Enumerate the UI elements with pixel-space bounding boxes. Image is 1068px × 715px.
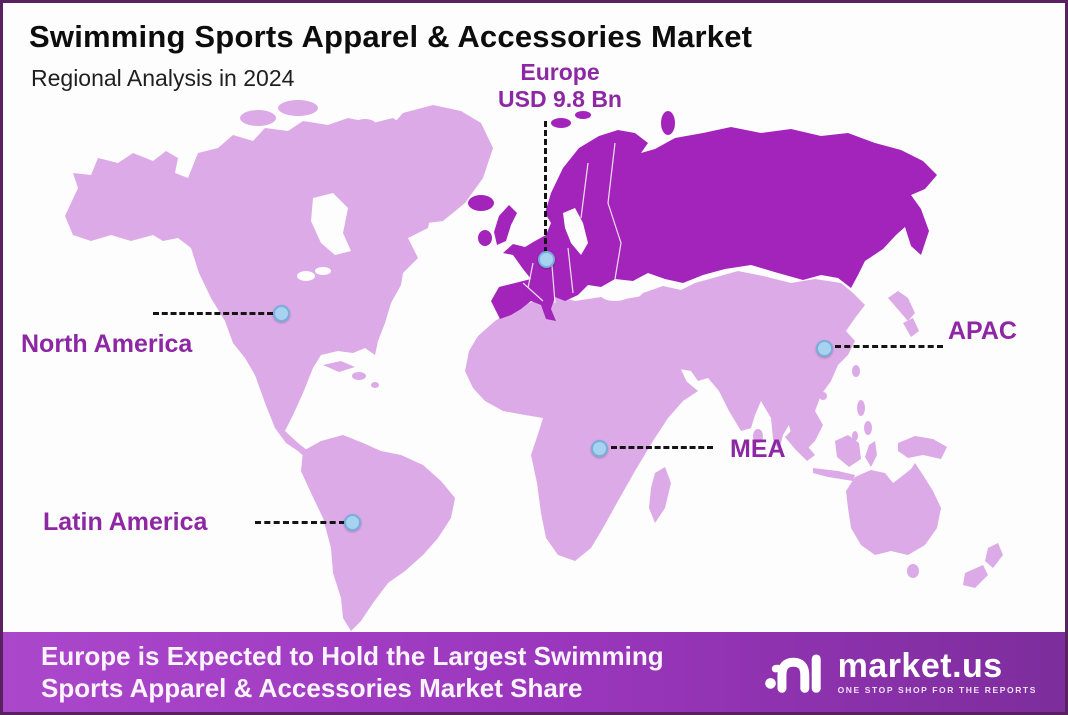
- map-arctic-island: [353, 119, 377, 133]
- map-hudson-bay: [311, 193, 351, 255]
- region-label-europe-name: Europe: [520, 59, 600, 85]
- region-label-europe: Europe USD 9.8 Bn: [480, 59, 640, 113]
- map-arctic-island: [278, 100, 318, 116]
- world-map: [65, 100, 1003, 631]
- map-japan: [888, 291, 919, 337]
- marketus-logo: market.us ONE STOP SHOP FOR THE REPORTS: [764, 645, 1037, 699]
- map-greenland: [375, 105, 493, 225]
- map-philippines: [852, 431, 858, 441]
- map-sulawesi: [865, 441, 877, 467]
- apac-marker: [816, 340, 833, 357]
- logo-tagline: ONE STOP SHOP FOR THE REPORTS: [837, 684, 1037, 695]
- latin-america-connector-line: [255, 521, 345, 524]
- region-label-europe-value: USD 9.8 Bn: [498, 86, 622, 112]
- map-philippines: [857, 400, 865, 416]
- map-arabia: [623, 329, 691, 401]
- map-arctic-island: [240, 110, 276, 126]
- map-south-america: [301, 435, 455, 631]
- map-australia: [846, 463, 941, 555]
- map-svalbard: [551, 118, 571, 128]
- map-great-lakes: [315, 267, 331, 275]
- map-iceland: [468, 195, 494, 211]
- europe-marker: [538, 251, 555, 268]
- map-philippines: [864, 421, 872, 435]
- region-label-north-america: North America: [21, 330, 193, 358]
- map-cuba: [323, 361, 355, 372]
- region-label-apac: APAC: [948, 317, 1017, 345]
- marketus-logo-text: market.us ONE STOP SHOP FOR THE REPORTS: [837, 646, 1037, 695]
- map-asia: [633, 271, 865, 453]
- map-europe-russia-highlight: [491, 127, 937, 321]
- map-new-zealand: [963, 543, 1003, 588]
- map-black-sea: [600, 287, 630, 301]
- map-hispaniola: [352, 372, 366, 380]
- map-hainan: [819, 392, 827, 400]
- map-taiwan: [852, 365, 860, 377]
- latin-america-marker: [344, 514, 361, 531]
- map-borneo: [835, 435, 861, 467]
- map-arctic-island: [253, 161, 277, 175]
- map-svalbard: [575, 111, 591, 119]
- north-america-connector-line: [153, 312, 273, 315]
- page-subtitle: Regional Analysis in 2024: [31, 65, 295, 91]
- map-new-guinea: [898, 436, 947, 459]
- map-java: [813, 468, 855, 481]
- map-ireland: [478, 230, 492, 246]
- map-country-borders: [522, 142, 622, 304]
- marketus-logo-icon: [764, 654, 821, 693]
- banner-line-1: Europe is Expected to Hold the Largest S…: [41, 641, 664, 671]
- logo-name: market.us: [837, 646, 1003, 685]
- banner-text: Europe is Expected to Hold the Largest S…: [41, 640, 664, 704]
- map-arctic-island: [318, 133, 348, 153]
- map-island: [371, 382, 379, 388]
- region-label-mea: MEA: [730, 435, 786, 463]
- map-uk: [494, 205, 517, 245]
- map-arctic-island: [289, 147, 317, 163]
- map-baltic-sea: [563, 208, 588, 255]
- bottom-banner: Europe is Expected to Hold the Largest S…: [3, 632, 1065, 712]
- mea-marker: [591, 440, 608, 457]
- region-label-latin-america: Latin America: [43, 508, 208, 536]
- map-tasmania: [907, 564, 919, 578]
- map-sumatra: [785, 431, 815, 461]
- north-america-marker: [273, 305, 290, 322]
- map-great-lakes: [297, 271, 315, 281]
- page-title: Swimming Sports Apparel & Accessories Ma…: [29, 19, 753, 54]
- europe-connector-line: [544, 121, 547, 253]
- mea-connector-line: [611, 446, 713, 449]
- map-novaya-zemlya: [661, 111, 675, 135]
- map-madagascar: [649, 467, 671, 523]
- map-sri-lanka: [753, 429, 763, 443]
- banner-line-2: Sports Apparel & Accessories Market Shar…: [41, 673, 583, 703]
- apac-connector-line: [835, 345, 943, 348]
